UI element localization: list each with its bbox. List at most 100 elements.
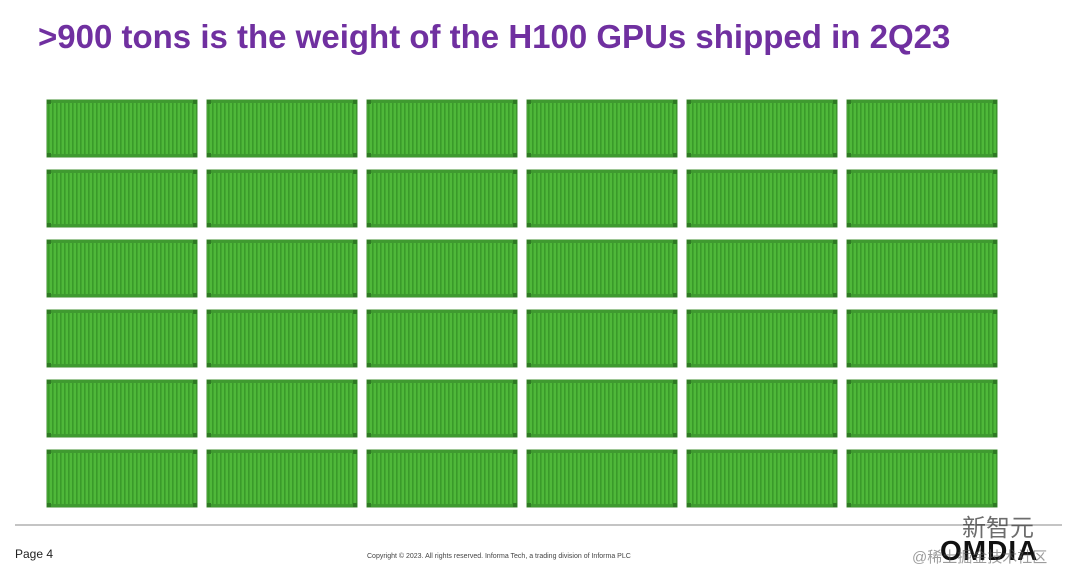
container-top-rail xyxy=(527,310,677,313)
corner-casting xyxy=(193,100,197,104)
container-body xyxy=(686,449,838,508)
shipping-container xyxy=(526,99,678,158)
shipping-container xyxy=(686,449,838,508)
copyright: Copyright © 2023. All rights reserved. I… xyxy=(367,553,631,560)
corner-casting xyxy=(673,363,677,367)
container-top-rail xyxy=(527,170,677,173)
container-top-rail xyxy=(847,310,997,313)
container-body xyxy=(846,239,998,298)
container-top-rail xyxy=(207,100,357,103)
container-body xyxy=(846,449,998,508)
container-bottom-rail xyxy=(207,504,357,507)
corner-casting xyxy=(993,153,997,157)
container-bottom-rail xyxy=(847,364,997,367)
corner-casting xyxy=(847,503,851,507)
shipping-container xyxy=(366,449,518,508)
corner-casting xyxy=(993,310,997,314)
container-body xyxy=(846,169,998,228)
container-body xyxy=(46,99,198,158)
corner-casting xyxy=(353,380,357,384)
container-bottom-rail xyxy=(847,224,997,227)
corner-casting xyxy=(207,433,211,437)
corner-casting xyxy=(207,380,211,384)
shipping-container xyxy=(686,99,838,158)
container-body xyxy=(46,449,198,508)
corner-casting xyxy=(47,380,51,384)
container-body xyxy=(206,169,358,228)
logo: OMDIA xyxy=(940,535,1039,566)
container-body xyxy=(526,309,678,368)
corner-casting xyxy=(687,223,691,227)
corner-casting xyxy=(687,310,691,314)
corner-casting xyxy=(353,223,357,227)
container-top-rail xyxy=(847,450,997,453)
corner-casting xyxy=(47,153,51,157)
corner-casting xyxy=(673,153,677,157)
corner-casting xyxy=(993,433,997,437)
corner-casting xyxy=(47,240,51,244)
corner-casting xyxy=(47,100,51,104)
shipping-container xyxy=(366,379,518,438)
container-bottom-rail xyxy=(207,224,357,227)
corner-casting xyxy=(833,240,837,244)
corner-casting xyxy=(847,170,851,174)
shipping-container xyxy=(686,239,838,298)
corner-casting xyxy=(513,100,517,104)
container-bottom-rail xyxy=(47,504,197,507)
container-top-rail xyxy=(527,450,677,453)
container-top-rail xyxy=(847,240,997,243)
shipping-container xyxy=(526,309,678,368)
shipping-container xyxy=(846,309,998,368)
corner-casting xyxy=(847,240,851,244)
shipping-container xyxy=(526,379,678,438)
corner-casting xyxy=(513,170,517,174)
container-top-rail xyxy=(47,310,197,313)
container-top-rail xyxy=(367,100,517,103)
corner-casting xyxy=(527,450,531,454)
corner-casting xyxy=(673,170,677,174)
container-bottom-rail xyxy=(687,364,837,367)
corner-casting xyxy=(527,153,531,157)
corner-casting xyxy=(673,100,677,104)
corner-casting xyxy=(193,363,197,367)
container-body xyxy=(366,99,518,158)
corner-casting xyxy=(527,223,531,227)
container-top-rail xyxy=(687,380,837,383)
container-body xyxy=(686,169,838,228)
corner-casting xyxy=(527,433,531,437)
corner-casting xyxy=(207,153,211,157)
container-body xyxy=(526,379,678,438)
corner-casting xyxy=(673,223,677,227)
container-top-rail xyxy=(687,170,837,173)
container-bottom-rail xyxy=(47,434,197,437)
corner-casting xyxy=(353,100,357,104)
container-bottom-rail xyxy=(367,224,517,227)
container-bottom-rail xyxy=(367,364,517,367)
corner-casting xyxy=(513,310,517,314)
corner-casting xyxy=(527,363,531,367)
corner-casting xyxy=(833,310,837,314)
corner-casting xyxy=(833,433,837,437)
container-body xyxy=(686,379,838,438)
container-bottom-rail xyxy=(687,224,837,227)
watermark-source: @稀土掘金技术社区 xyxy=(912,549,1048,566)
container-bottom-rail xyxy=(527,294,677,297)
corner-casting xyxy=(993,170,997,174)
container-bottom-rail xyxy=(527,224,677,227)
corner-casting xyxy=(993,363,997,367)
container-bottom-rail xyxy=(47,154,197,157)
container-top-rail xyxy=(367,170,517,173)
container-body xyxy=(206,449,358,508)
corner-casting xyxy=(353,310,357,314)
corner-casting xyxy=(207,363,211,367)
corner-casting xyxy=(513,153,517,157)
corner-casting xyxy=(993,100,997,104)
corner-casting xyxy=(847,293,851,297)
corner-casting xyxy=(833,153,837,157)
container-body xyxy=(686,239,838,298)
corner-casting xyxy=(193,450,197,454)
container-top-rail xyxy=(847,170,997,173)
container-top-rail xyxy=(687,100,837,103)
corner-casting xyxy=(847,363,851,367)
container-top-rail xyxy=(687,450,837,453)
